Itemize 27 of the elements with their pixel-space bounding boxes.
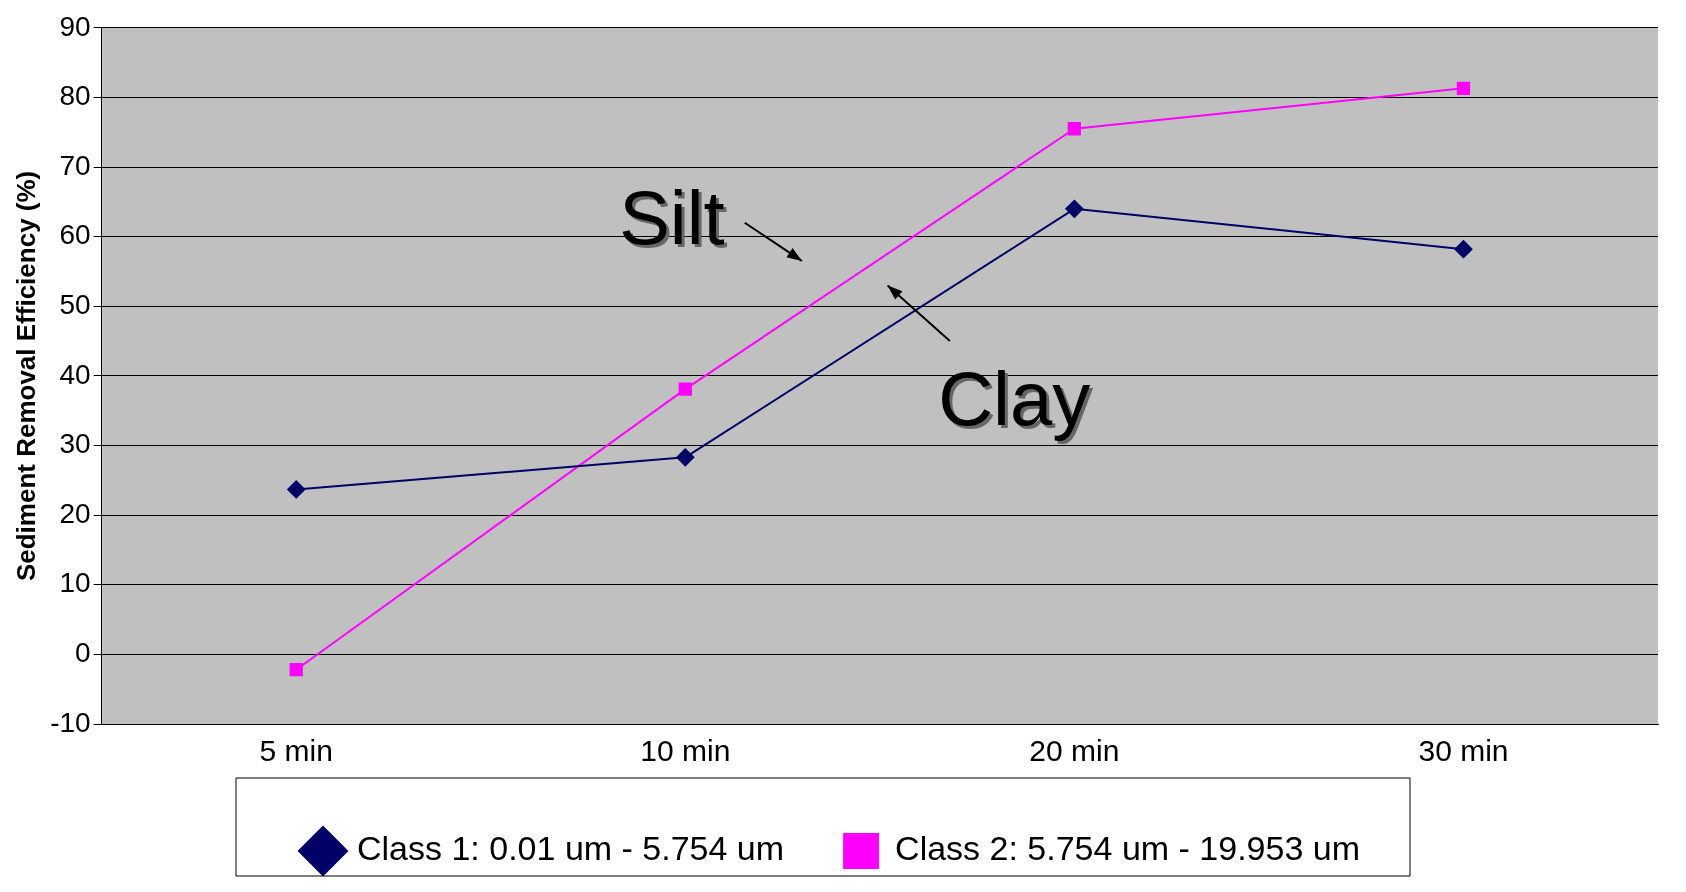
y-tick-label: 60 bbox=[59, 219, 91, 251]
y-tick-label: 90 bbox=[59, 10, 91, 42]
legend-label: Class 1: 0.01 um - 5.754 um bbox=[357, 829, 785, 868]
y-tick-label: 0 bbox=[75, 637, 91, 669]
point bbox=[287, 480, 306, 499]
annotation: Clay bbox=[941, 358, 1094, 444]
point bbox=[1456, 81, 1471, 96]
x-tick-label: 30 min bbox=[1418, 734, 1509, 768]
x-tick-label: 5 min bbox=[259, 734, 333, 768]
y-tick-label: -10 bbox=[50, 706, 91, 738]
point bbox=[289, 663, 303, 677]
x-tick-label: 20 min bbox=[1029, 734, 1120, 768]
legend-label: Class 2: 5.754 um - 19.953 um bbox=[895, 829, 1361, 868]
point bbox=[678, 382, 692, 396]
y-tick-label: 70 bbox=[59, 149, 91, 181]
y-tick-label: 80 bbox=[59, 80, 91, 112]
y-axis-title: Sediment Removal Efficiency (%) bbox=[10, 170, 41, 582]
x-tick-label: 10 min bbox=[640, 734, 731, 768]
y-tick-label: 10 bbox=[59, 567, 91, 599]
y-tick-label: 30 bbox=[59, 428, 91, 460]
y-tick-label: 50 bbox=[59, 289, 91, 320]
y-tick-label: 20 bbox=[59, 497, 91, 529]
point bbox=[676, 448, 695, 467]
point bbox=[1067, 122, 1082, 136]
point bbox=[1454, 240, 1473, 259]
y-tick-label: 40 bbox=[59, 358, 91, 390]
point bbox=[1065, 199, 1084, 218]
